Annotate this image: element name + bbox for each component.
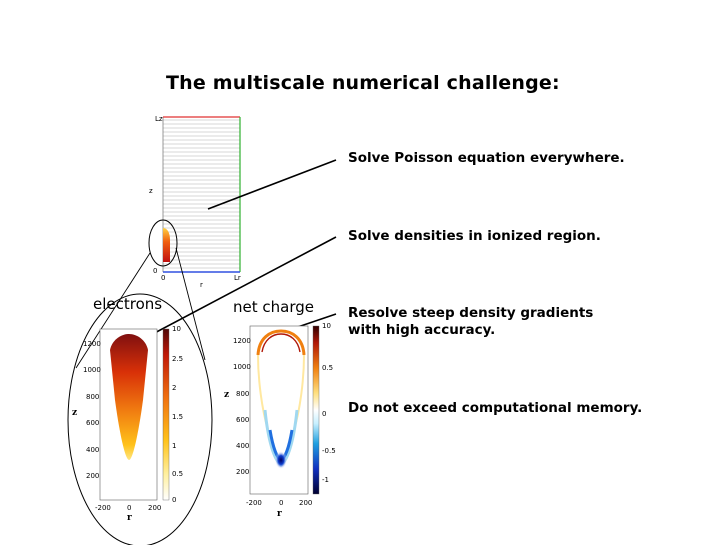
charge-x-tick: 200: [299, 499, 312, 507]
electrons-plot-title: electrons: [93, 295, 163, 313]
charge-positive-core: [261, 333, 301, 353]
grid-streamer: [163, 228, 170, 262]
grid-origin-label: 0: [153, 267, 157, 275]
charge-y-tick: 200: [236, 468, 249, 476]
electrons-plot: 10 2.5 2 1.5 1 0.5 0 1200 1000 800 600 4…: [72, 325, 183, 523]
bullet-memory: Do not exceed computational memory.: [348, 400, 643, 416]
electrons-cbar-tick: 10: [172, 325, 181, 333]
electrons-x-tick: -200: [95, 504, 111, 512]
bullet-densities: Solve densities in ionized region.: [348, 228, 601, 244]
charge-y-tick: 600: [236, 416, 249, 424]
charge-y-tick: 1200: [233, 337, 251, 345]
electrons-cbar-tick: 2: [172, 384, 176, 392]
charge-y-tick: 800: [236, 390, 249, 398]
charge-x-ticks: -200 0 200: [246, 499, 312, 507]
electrons-y-tick: 200: [86, 472, 99, 480]
charge-x-tick: -200: [246, 499, 262, 507]
electrons-x-ticks: -200 0 200: [95, 504, 161, 512]
electrons-y-axis-label: z: [72, 408, 77, 418]
grid-plot: Lz z 0 0 Lr r: [149, 115, 241, 289]
grid-y-axis-label: z: [149, 187, 153, 195]
electrons-y-tick: 800: [86, 393, 99, 401]
charge-cbar-tick: 0.5: [322, 364, 333, 372]
charge-cbar-tick: 10: [322, 322, 331, 330]
zoom-line-left: [75, 252, 151, 369]
bullet-gradients-line1: Resolve steep density gradients: [348, 305, 594, 321]
bullet-gradients-line2: with high accuracy.: [348, 322, 496, 338]
electrons-colorbar: [162, 328, 170, 501]
electrons-cbar-tick: 1.5: [172, 413, 183, 421]
charge-y-ticks: 1200 1000 800 600 400 200: [233, 337, 251, 476]
pointer-densities: [129, 236, 337, 347]
charge-x-tick: 0: [279, 499, 283, 507]
grid-y-top-label: Lz: [155, 115, 163, 123]
zoom-big-ellipse: [67, 293, 213, 545]
zoom-line-right: [175, 247, 206, 361]
charge-y-tick: 1000: [233, 363, 251, 371]
zoom-small-ellipse: [148, 219, 178, 267]
electrons-density-plume: [110, 334, 148, 460]
electrons-cbar-tick: 1: [172, 442, 176, 450]
charge-positive-rim: [256, 329, 306, 356]
charge-negative-tip: [275, 451, 287, 469]
electrons-x-tick: 0: [127, 504, 131, 512]
electrons-cbar-tick: 2.5: [172, 355, 183, 363]
electrons-cbar-tick: 0: [172, 496, 176, 504]
charge-y-tick: 400: [236, 442, 249, 450]
grid-x-axis-label: r: [200, 281, 203, 289]
electrons-x-tick: 200: [148, 504, 161, 512]
electrons-colorbar-ticks: 10 2.5 2 1.5 1 0.5 0: [172, 325, 183, 504]
electrons-y-tick: 400: [86, 446, 99, 454]
electrons-y-tick: 600: [86, 419, 99, 427]
charge-plot-title: net charge: [233, 298, 314, 316]
electrons-y-tick: 1200: [83, 340, 101, 348]
grid-lines: [163, 119, 240, 269]
charge-cbar-tick: -0.5: [322, 447, 336, 455]
charge-plot: 10 0.5 0 -0.5 -1 1200 1000 800 600 400 2…: [224, 322, 336, 519]
electrons-x-axis-label: r: [127, 513, 132, 523]
charge-y-axis-label: z: [224, 390, 229, 400]
electrons-cbar-tick: 0.5: [172, 470, 183, 478]
electrons-y-tick: 1000: [83, 366, 101, 374]
grid-x-origin-label: 0: [161, 274, 165, 282]
electrons-y-ticks: 1200 1000 800 600 400 200: [83, 340, 101, 480]
charge-cbar-tick: 0: [322, 410, 326, 418]
bullet-poisson: Solve Poisson equation everywhere.: [348, 150, 625, 166]
charge-colorbar: [312, 325, 320, 495]
charge-x-axis-label: r: [277, 509, 282, 519]
charge-colorbar-ticks: 10 0.5 0 -0.5 -1: [322, 322, 336, 484]
charge-cbar-tick: -1: [322, 476, 329, 484]
grid-x-end-label: Lr: [234, 274, 241, 282]
pointer-poisson: [207, 159, 337, 210]
slide-title: The multiscale numerical challenge:: [166, 72, 560, 94]
